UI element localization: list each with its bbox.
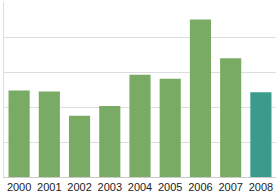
svg-text:2003: 2003	[98, 181, 122, 193]
svg-text:2000: 2000	[7, 181, 31, 193]
svg-text:2004: 2004	[128, 181, 152, 193]
svg-text:2006: 2006	[188, 181, 212, 193]
svg-text:2001: 2001	[37, 181, 61, 193]
svg-text:2005: 2005	[158, 181, 182, 193]
svg-text:2008: 2008	[249, 181, 273, 193]
svg-text:2007: 2007	[218, 181, 242, 193]
svg-text:2002: 2002	[67, 181, 91, 193]
